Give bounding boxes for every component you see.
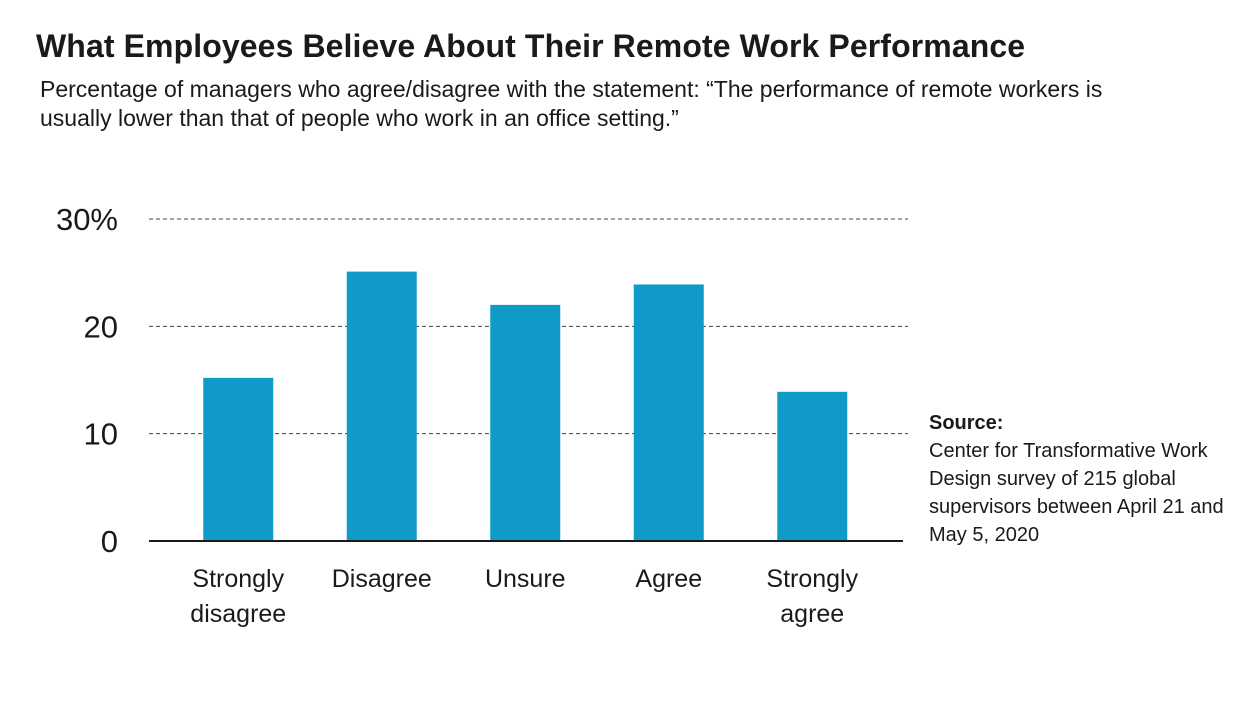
bar-0 <box>203 377 274 541</box>
x-tick-label-3: Agree <box>635 565 702 593</box>
y-tick-label-20: 20 <box>84 309 118 344</box>
bar-1 <box>346 271 417 541</box>
bar-2 <box>490 304 561 541</box>
x-tick-label-4: Strongly agree <box>766 565 858 628</box>
bar-3 <box>633 284 704 541</box>
y-tick-label-0: 0 <box>101 524 118 559</box>
y-tick-label-10: 10 <box>84 417 118 452</box>
bars <box>203 271 848 541</box>
source-note: Source: Center for Transformative Work D… <box>929 409 1229 549</box>
source-text: Center for Transformative Work Design su… <box>929 440 1224 546</box>
chart-subtitle: Percentage of managers who agree/disagre… <box>40 76 1103 131</box>
y-tick-label-30: 30% <box>56 202 118 237</box>
x-tick-label-1: Disagree <box>332 565 432 593</box>
tick-labels: 0 10 20 30% Strongly disagree Disagree Unsure Ag… <box>56 202 859 628</box>
bar-4 <box>777 391 848 541</box>
x-tick-label-2: Unsure <box>485 565 566 593</box>
x-tick-label-0: Strongly disagree <box>190 565 286 628</box>
chart-title: What Employees Believe About Their Remot… <box>36 28 1026 64</box>
source-heading: Source: <box>929 412 1004 434</box>
